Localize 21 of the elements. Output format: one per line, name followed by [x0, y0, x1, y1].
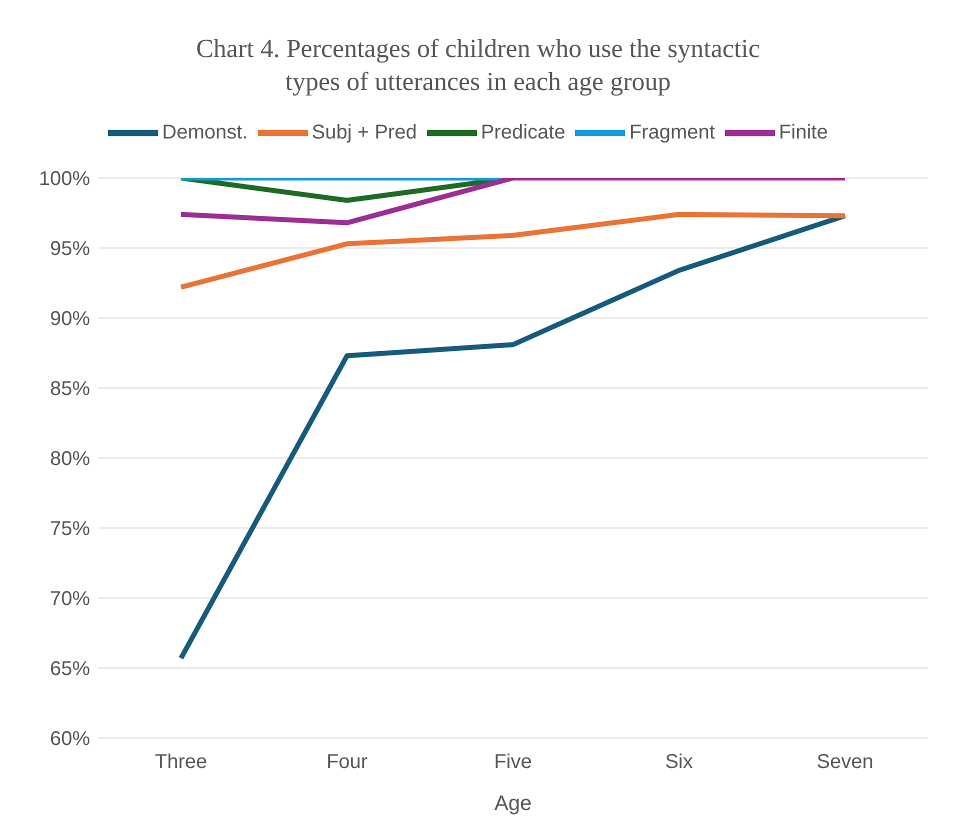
y-tick-label: 75%	[50, 518, 90, 540]
y-tick-label: 65%	[50, 658, 90, 680]
x-tick-label: Four	[326, 751, 368, 774]
x-tick-label: Five	[494, 751, 532, 774]
x-axis-title: Age	[494, 792, 532, 815]
y-tick-label: 90%	[50, 308, 90, 330]
y-tick-label: 70%	[50, 588, 90, 610]
legend-label: Finite	[778, 121, 828, 144]
legend-label: Fragment	[629, 121, 715, 144]
legend-label: Subj + Pred	[312, 121, 417, 144]
x-tick-label: Seven	[816, 751, 874, 774]
y-tick-label: 80%	[50, 448, 90, 470]
legend-label: Demonst.	[162, 121, 248, 144]
y-tick-label: 95%	[50, 238, 90, 260]
legend-label: Predicate	[480, 121, 566, 144]
x-tick-label: Three	[154, 751, 208, 774]
x-tick-label: Six	[665, 751, 693, 774]
y-tick-label: 100%	[38, 168, 90, 190]
chart-title: Chart 4. Percentages of children who use the syntactic types of utterances in each age group	[195, 33, 761, 98]
y-tick-label: 60%	[50, 728, 90, 750]
y-tick-label: 85%	[50, 378, 90, 400]
